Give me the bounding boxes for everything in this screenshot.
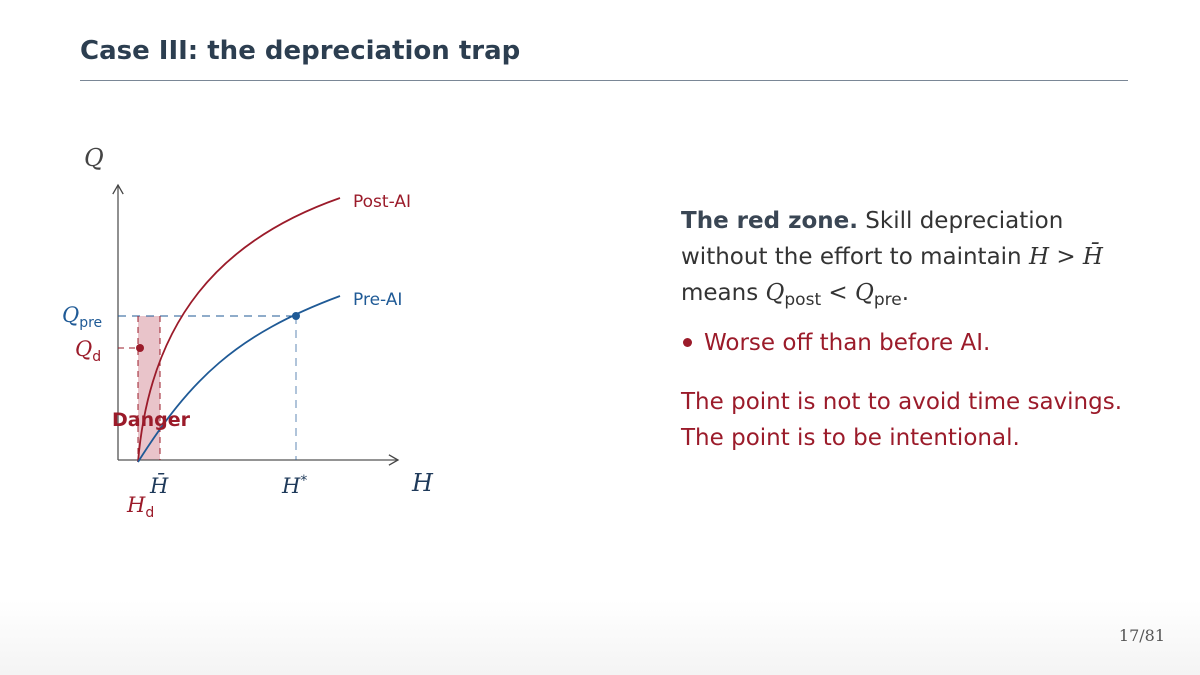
- zone-label: Danger: [112, 409, 191, 431]
- line: The point is to be intentional.: [681, 425, 1020, 451]
- x-marker: H*: [281, 473, 307, 498]
- bullet: Worse off than before AI.: [681, 325, 990, 361]
- x-marker: Hd: [126, 493, 154, 521]
- relation: <: [828, 280, 848, 306]
- symbol: H: [281, 474, 301, 498]
- slide-title: Case III: the depreciation trap: [80, 36, 521, 66]
- math: Q: [765, 280, 785, 306]
- subscript: d: [145, 505, 154, 521]
- pre-ai-point: [292, 312, 300, 320]
- paragraph: The red zone. Skill depreciation without…: [681, 203, 1103, 318]
- curve-label: Pre-AI: [353, 290, 402, 310]
- x-axis-label: H: [411, 469, 434, 497]
- text: without the effort to maintain: [681, 244, 1022, 270]
- superscript: *: [300, 473, 307, 489]
- danger-point: [136, 344, 144, 352]
- subscript: d: [92, 349, 101, 365]
- bullet-dot: [683, 337, 692, 347]
- text: Skill depreciation: [865, 208, 1064, 234]
- line: means Qpost < Qpre.: [681, 275, 1103, 318]
- text: .: [901, 280, 910, 306]
- line: The point is not to avoid time savings.: [681, 389, 1123, 415]
- closing: The point is not to avoid time savings. …: [681, 384, 1122, 456]
- subscript: post: [784, 290, 822, 310]
- symbol: Q: [75, 337, 92, 361]
- y-marker: Qd: [75, 337, 101, 365]
- math: H > H̄: [1028, 244, 1103, 270]
- bullet-text: Worse off than before AI.: [704, 330, 991, 356]
- math: Q: [855, 280, 874, 306]
- subscript: pre: [873, 290, 902, 310]
- line: without the effort to maintain H > H̄: [681, 239, 1103, 275]
- symbol: H: [126, 493, 146, 517]
- curve-label: Post-AI: [353, 192, 411, 212]
- page-number: 17/81: [1118, 626, 1165, 645]
- y-axis-label: Q: [84, 144, 104, 172]
- post-ai-curve: [137, 197, 341, 463]
- text: means: [681, 280, 759, 306]
- title-rule: [80, 80, 1128, 81]
- pre-ai-curve: [137, 295, 341, 463]
- subscript: pre: [79, 315, 102, 331]
- y-marker: Qpre: [62, 303, 102, 331]
- footer-band: [0, 600, 1200, 675]
- x-marker: H̄: [149, 473, 169, 498]
- symbol: Q: [62, 303, 79, 327]
- line: The red zone. Skill depreciation: [681, 203, 1103, 239]
- lead: The red zone.: [681, 208, 858, 234]
